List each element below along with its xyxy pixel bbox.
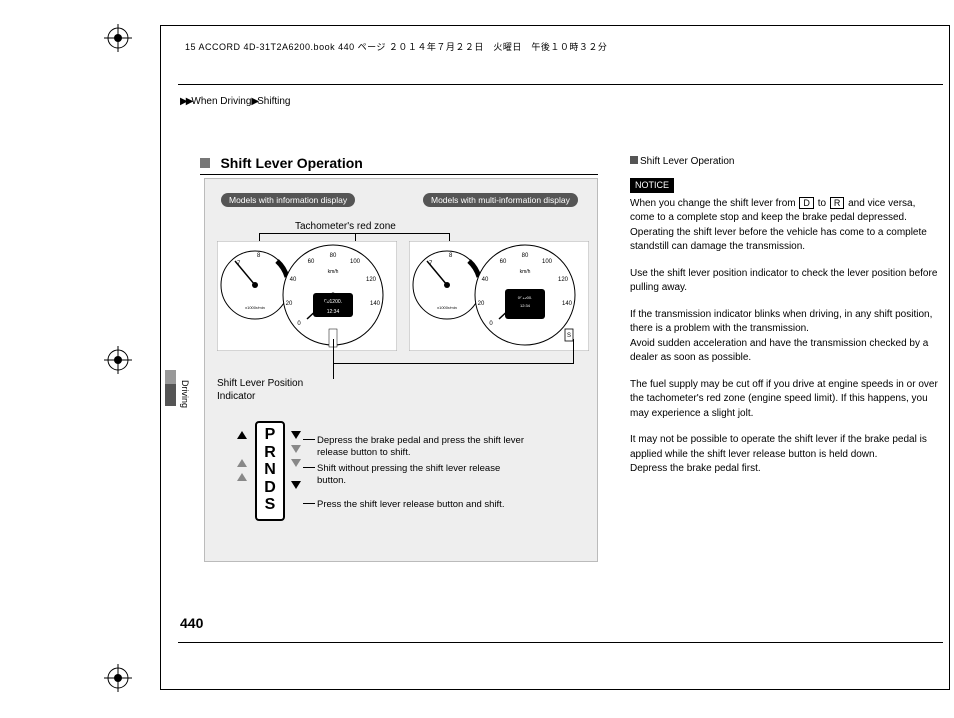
gauge-cluster-right: 78 x1000r/min 02040 6080100 120140 km/h … — [409, 241, 589, 351]
svg-text:100: 100 — [350, 259, 361, 265]
arrow-down-solid-icon — [291, 481, 301, 489]
prnds-r: R — [257, 444, 283, 462]
arrow-up-solid-icon — [237, 431, 247, 439]
p1d: Operating the shift lever before the veh… — [630, 227, 927, 253]
prnds-s: S — [257, 496, 283, 514]
shift-indicator-label-l2: Indicator — [217, 391, 255, 402]
svg-text:km/h: km/h — [520, 269, 531, 275]
svg-text:12:34: 12:34 — [327, 309, 340, 315]
breadcrumb-arrow: ▶▶ — [180, 96, 191, 107]
rule-bottom — [178, 642, 943, 643]
right-para-2: Use the shift lever position indicator t… — [630, 267, 940, 296]
svg-text:x1000r/min: x1000r/min — [437, 305, 457, 310]
tach-redzone-label: Tachometer's red zone — [295, 221, 396, 232]
right-para-5: It may not be possible to operate the sh… — [630, 433, 940, 477]
p1a: When you change the shift lever from — [630, 198, 798, 209]
leader-line — [303, 439, 315, 440]
reg-mark-ml — [104, 346, 132, 374]
svg-text:S: S — [567, 333, 571, 339]
svg-text:120: 120 — [366, 277, 377, 283]
svg-text:20: 20 — [478, 301, 485, 307]
arrow-down-hollow-icon — [291, 445, 301, 453]
right-column-title: Shift Lever Operation — [630, 155, 940, 170]
p3b: Avoid sudden acceleration and have the t… — [630, 338, 928, 364]
section-title-row: Shift Lever Operation — [200, 155, 600, 173]
arrow-down-solid-icon — [291, 431, 301, 439]
prnds-n: N — [257, 461, 283, 479]
gauge-cluster-left: 78 x1000r/min 02040 6080100 120140 km/h … — [217, 241, 397, 351]
reg-mark-tl — [104, 24, 132, 52]
key-d: D — [799, 197, 814, 210]
p5b: Depress the brake pedal first. — [630, 463, 761, 474]
svg-text:60: 60 — [500, 259, 507, 265]
leader-line — [259, 233, 449, 234]
svg-text:60: 60 — [308, 259, 315, 265]
svg-text:20: 20 — [286, 301, 293, 307]
header-file-info: 15 ACCORD 4D-31T2A6200.book 440 ページ ２０１４… — [185, 40, 607, 53]
diagram-box: Models with information display Models w… — [204, 178, 598, 562]
leader-line — [303, 467, 315, 468]
page-number: 440 — [180, 615, 203, 631]
reg-mark-bl — [104, 664, 132, 692]
svg-text:km/h: km/h — [328, 269, 339, 275]
leader-line — [303, 503, 315, 504]
instruction-text-1: Depress the brake pedal and press the sh… — [317, 435, 525, 460]
arrow-column-left — [237, 431, 249, 487]
section-title: Shift Lever Operation — [220, 155, 362, 171]
svg-text:x1000r/min: x1000r/min — [245, 305, 265, 310]
leader-line — [573, 339, 574, 364]
shift-indicator-label: Shift Lever Position Indicator — [217, 377, 303, 403]
right-para-3: If the transmission indicator blinks whe… — [630, 308, 940, 366]
svg-text:80: 80 — [522, 253, 529, 259]
svg-text:140: 140 — [562, 301, 573, 307]
p5: It may not be possible to operate the sh… — [630, 434, 927, 460]
side-tab — [165, 370, 176, 406]
svg-text:120: 120 — [558, 277, 569, 283]
right-arrow-icon — [630, 156, 638, 164]
leader-line — [333, 363, 573, 364]
shift-indicator-label-l1: Shift Lever Position — [217, 378, 303, 389]
svg-text:40: 40 — [290, 277, 297, 283]
right-column: Shift Lever Operation NOTICE When you ch… — [630, 155, 940, 489]
prnds-d: D — [257, 479, 283, 497]
right-column-title-text: Shift Lever Operation — [640, 156, 735, 167]
svg-text:12:34: 12:34 — [520, 303, 531, 308]
arrow-up-hollow-icon — [237, 459, 247, 467]
svg-text:100: 100 — [542, 259, 553, 265]
pill-models-multi: Models with multi-information display — [423, 193, 578, 207]
svg-text:80: 80 — [330, 253, 337, 259]
instruction-text-2: Shift without pressing the shift lever r… — [317, 463, 525, 488]
pill-models-info: Models with information display — [221, 193, 355, 207]
breadcrumb: ▶▶When Driving▶Shifting — [180, 96, 290, 107]
p1b: to — [815, 198, 829, 209]
svg-text:140: 140 — [370, 301, 381, 307]
p3: If the transmission indicator blinks whe… — [630, 309, 932, 335]
arrow-column-right — [291, 431, 303, 495]
prnds-p: P — [257, 426, 283, 444]
breadcrumb-seg1: When Driving — [191, 96, 251, 107]
side-label: Driving — [180, 380, 190, 408]
prnds-indicator-box: P R N D S — [255, 421, 285, 521]
section-underline — [200, 174, 598, 175]
breadcrumb-seg2: Shifting — [257, 96, 290, 107]
leader-line — [333, 339, 334, 379]
key-r: R — [830, 197, 845, 210]
instruction-text-3: Press the shift lever release button and… — [317, 499, 525, 511]
svg-text:40: 40 — [482, 277, 489, 283]
section-square-icon — [200, 158, 210, 168]
arrow-down-hollow-icon — [291, 459, 301, 467]
rule-top — [178, 84, 943, 85]
right-para-4: The fuel supply may be cut off if you dr… — [630, 378, 940, 422]
notice-badge: NOTICE — [630, 178, 674, 193]
right-para-1: When you change the shift lever from D t… — [630, 197, 940, 255]
arrow-up-hollow-icon — [237, 473, 247, 481]
